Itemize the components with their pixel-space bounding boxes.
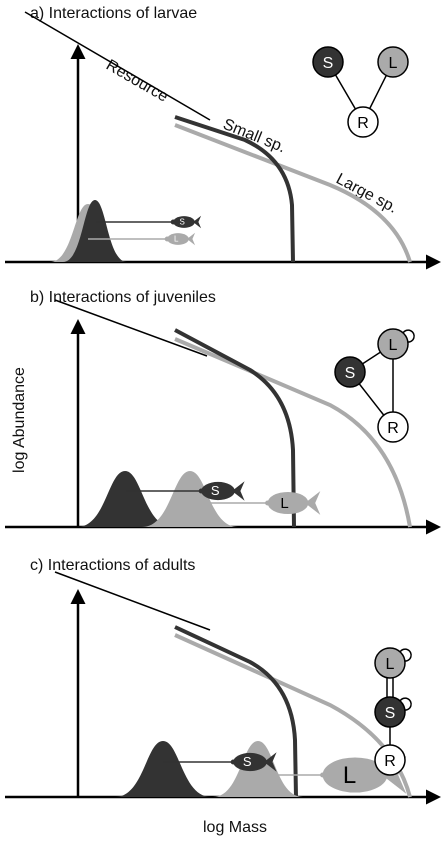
self-loop <box>399 648 412 662</box>
large-sp-curve <box>174 337 412 528</box>
self-loop <box>402 329 415 343</box>
panel-title: b) Interactions of juveniles <box>30 289 216 306</box>
distribution <box>63 200 127 262</box>
node <box>374 647 406 679</box>
node-label: R <box>387 420 399 437</box>
fish-tail <box>264 752 277 772</box>
small-sp-curve <box>174 328 296 528</box>
panel-title: c) Interactions of adults <box>30 557 195 574</box>
node <box>334 356 366 388</box>
node <box>377 328 409 360</box>
fish-body <box>173 216 195 228</box>
node <box>374 744 406 776</box>
fish-tail <box>232 481 245 501</box>
node-label: L <box>389 337 398 354</box>
fish-tail <box>305 491 321 515</box>
fish-label: L <box>343 762 356 789</box>
node-label: S <box>385 705 396 722</box>
node-label: R <box>384 753 396 770</box>
resource-line <box>54 299 208 357</box>
panel-title: a) Interactions of larvae <box>30 5 197 22</box>
fish-body <box>233 752 267 772</box>
node-label: S <box>323 55 334 72</box>
node <box>377 46 409 78</box>
node <box>374 696 406 728</box>
node <box>347 106 379 138</box>
large-sp-curve <box>174 123 412 263</box>
fish-label: S <box>211 483 220 498</box>
resource-line <box>24 11 211 121</box>
fish-label: S <box>180 218 185 227</box>
fish-tail <box>187 232 196 246</box>
node <box>377 411 409 443</box>
distribution <box>115 741 211 797</box>
fish-label: L <box>174 235 179 244</box>
node-label: L <box>389 55 398 72</box>
fish-body <box>322 757 388 793</box>
fish-body <box>201 481 235 501</box>
distribution <box>142 471 238 527</box>
resource-line <box>54 571 211 631</box>
fish-body <box>167 233 189 245</box>
small-sp-curve <box>174 115 295 263</box>
self-loop <box>399 697 412 711</box>
fish-body <box>267 491 309 515</box>
fish-label: L <box>280 495 288 512</box>
fish-label: S <box>243 754 252 769</box>
x-axis-label: log Mass <box>203 819 267 836</box>
small-sp-curve <box>174 625 298 798</box>
large-sp-curve <box>174 633 412 798</box>
node-label: S <box>345 365 356 382</box>
fish-tail <box>193 215 202 229</box>
curve-label: Large sp. <box>333 171 400 217</box>
node-label: R <box>357 115 369 132</box>
node <box>312 46 344 78</box>
node-label: L <box>386 656 395 673</box>
distribution <box>77 471 173 527</box>
y-axis-label: log Abundance <box>11 367 28 473</box>
